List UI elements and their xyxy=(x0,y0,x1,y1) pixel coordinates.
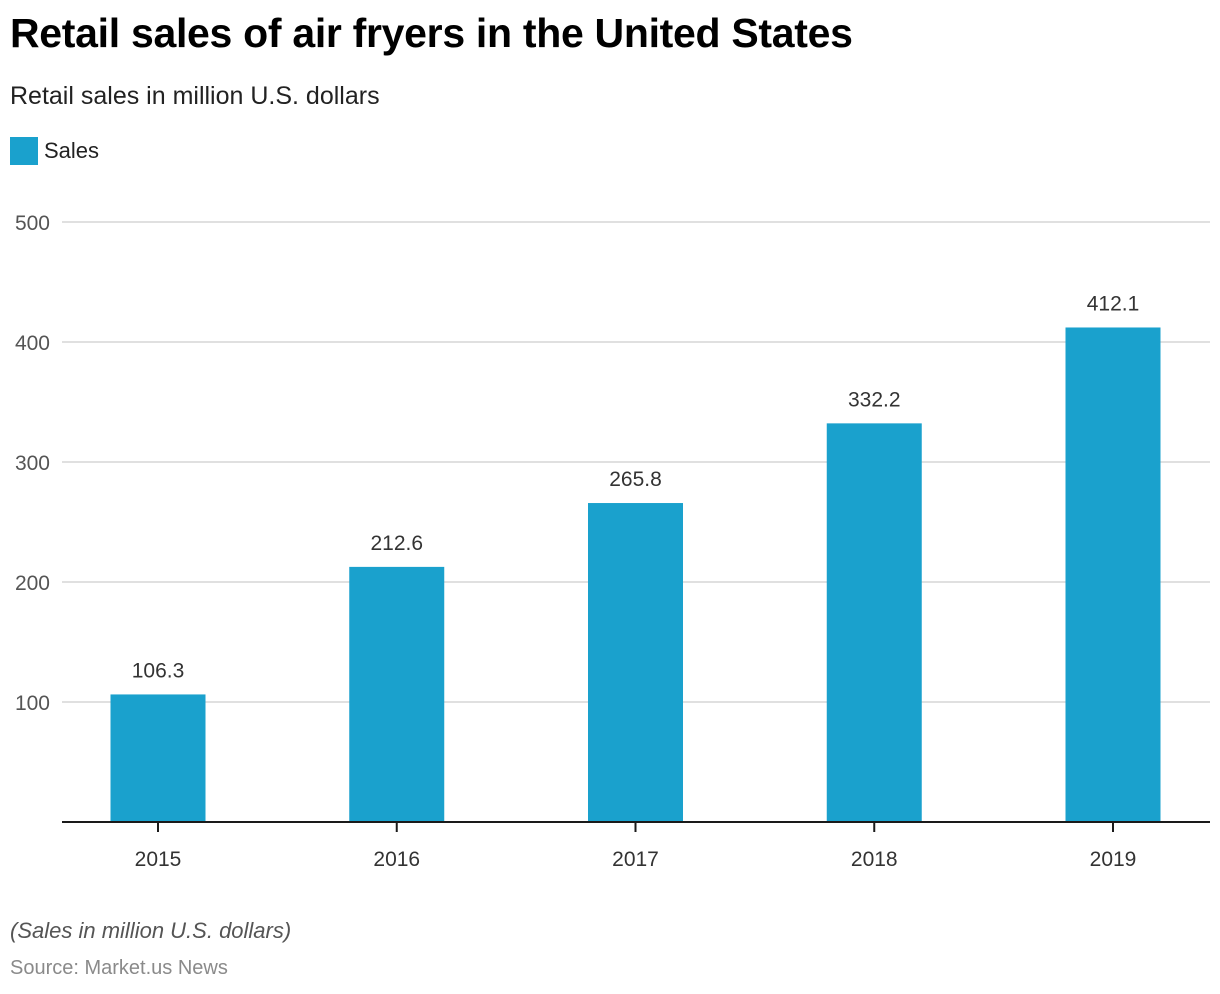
chart-subtitle: Retail sales in million U.S. dollars xyxy=(10,82,380,110)
bar-2019 xyxy=(1065,327,1161,822)
chart-title: Retail sales of air fryers in the United… xyxy=(10,10,853,56)
x-tick-label: 2019 xyxy=(1090,848,1137,871)
bar-2016 xyxy=(349,566,445,822)
y-tick-label: 300 xyxy=(15,452,50,475)
data-label: 332.2 xyxy=(848,388,901,411)
legend-label-sales: Sales xyxy=(44,138,100,163)
chart-note: (Sales in million U.S. dollars) xyxy=(10,918,292,943)
y-tick-label: 400 xyxy=(15,332,50,355)
legend-swatch-sales xyxy=(10,137,38,165)
chart-source: Source: Market.us News xyxy=(10,957,228,979)
y-tick-label: 500 xyxy=(15,212,50,235)
x-tick-label: 2018 xyxy=(851,848,898,871)
x-tick-label: 2015 xyxy=(135,848,182,871)
bar-2017 xyxy=(588,503,683,822)
y-tick-label: 100 xyxy=(15,692,50,715)
x-tick-label: 2016 xyxy=(373,848,420,871)
bar-2018 xyxy=(826,423,922,822)
legend: Sales xyxy=(10,137,99,165)
data-label: 212.6 xyxy=(370,532,423,555)
data-label: 106.3 xyxy=(132,659,185,682)
y-tick-label: 200 xyxy=(15,572,50,595)
bar-2015 xyxy=(110,694,206,822)
data-label: 412.1 xyxy=(1087,292,1140,315)
x-tick-label: 2017 xyxy=(612,848,659,871)
data-label: 265.8 xyxy=(609,468,662,491)
